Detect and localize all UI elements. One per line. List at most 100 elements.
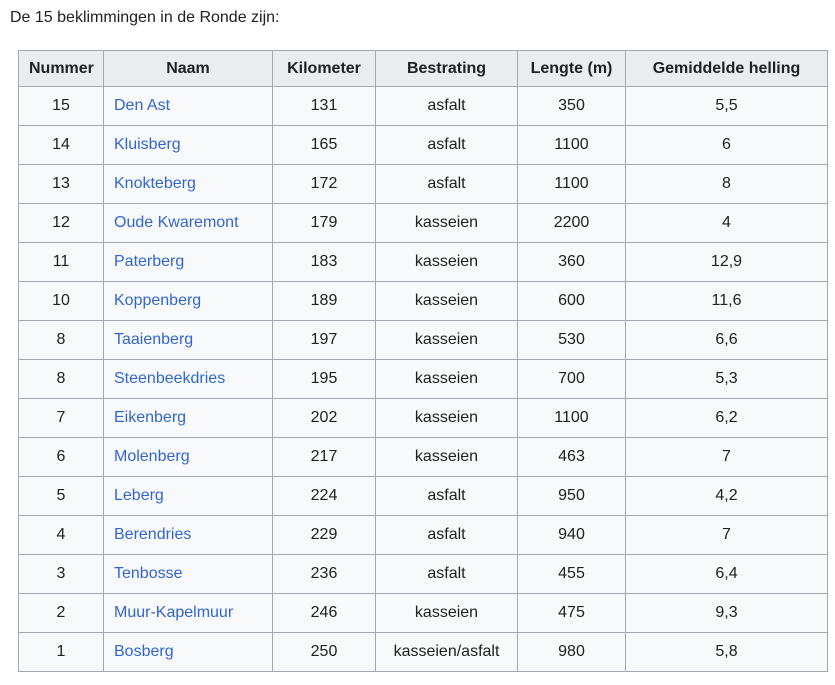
climb-link[interactable]: Steenbeekdries xyxy=(114,370,226,387)
climbs-table: Nummer Naam Kilometer Bestrating Lengte (m) G… xyxy=(18,50,828,672)
cell-kilometer: 165 xyxy=(272,125,376,165)
climb-link[interactable]: Taaienberg xyxy=(114,331,194,348)
cell-bestrating: kasseien xyxy=(375,281,518,321)
cell-nummer: 10 xyxy=(18,281,104,321)
table-row: 2 Muur-Kapelmuur 246 kasseien 475 9,3 xyxy=(18,593,828,633)
climb-link[interactable]: Knokteberg xyxy=(114,175,196,192)
cell-lengte: 455 xyxy=(517,554,626,594)
cell-lengte: 600 xyxy=(517,281,626,321)
cell-lengte: 350 xyxy=(517,86,626,126)
table-row: 12 Oude Kwaremont 179 kasseien 2200 4 xyxy=(18,203,828,243)
cell-helling: 7 xyxy=(625,437,828,477)
cell-kilometer: 189 xyxy=(272,281,376,321)
climb-link[interactable]: Paterberg xyxy=(114,253,185,270)
cell-kilometer: 197 xyxy=(272,320,376,360)
cell-naam: Berendries xyxy=(103,515,273,555)
cell-nummer: 13 xyxy=(18,164,104,204)
cell-lengte: 463 xyxy=(517,437,626,477)
cell-bestrating: kasseien xyxy=(375,398,518,438)
cell-nummer: 6 xyxy=(18,437,104,477)
cell-bestrating: kasseien xyxy=(375,359,518,399)
cell-helling: 7 xyxy=(625,515,828,555)
table-row: 5 Leberg 224 asfalt 950 4,2 xyxy=(18,476,828,516)
cell-bestrating: asfalt xyxy=(375,515,518,555)
cell-lengte: 940 xyxy=(517,515,626,555)
cell-helling: 5,3 xyxy=(625,359,828,399)
climb-link[interactable]: Leberg xyxy=(114,487,164,504)
cell-kilometer: 195 xyxy=(272,359,376,399)
cell-nummer: 8 xyxy=(18,359,104,399)
cell-helling: 4,2 xyxy=(625,476,828,516)
climb-link[interactable]: Molenberg xyxy=(114,448,190,465)
cell-helling: 5,8 xyxy=(625,632,828,672)
table-row: 8 Taaienberg 197 kasseien 530 6,6 xyxy=(18,320,828,360)
cell-naam: Leberg xyxy=(103,476,273,516)
cell-kilometer: 236 xyxy=(272,554,376,594)
cell-nummer: 14 xyxy=(18,125,104,165)
climb-link[interactable]: Bosberg xyxy=(114,643,174,660)
cell-helling: 9,3 xyxy=(625,593,828,633)
cell-naam: Paterberg xyxy=(103,242,273,282)
header-row: Nummer Naam Kilometer Bestrating Lengte (m) G… xyxy=(18,50,828,87)
cell-bestrating: kasseien xyxy=(375,320,518,360)
cell-kilometer: 179 xyxy=(272,203,376,243)
cell-nummer: 5 xyxy=(18,476,104,516)
cell-bestrating: asfalt xyxy=(375,125,518,165)
cell-bestrating: kasseien xyxy=(375,242,518,282)
cell-lengte: 700 xyxy=(517,359,626,399)
cell-nummer: 7 xyxy=(18,398,104,438)
cell-bestrating: asfalt xyxy=(375,554,518,594)
table-row: 7 Eikenberg 202 kasseien 1100 6,2 xyxy=(18,398,828,438)
climb-link[interactable]: Muur-Kapelmuur xyxy=(114,604,234,621)
cell-bestrating: asfalt xyxy=(375,164,518,204)
cell-nummer: 3 xyxy=(18,554,104,594)
table-row: 15 Den Ast 131 asfalt 350 5,5 xyxy=(18,86,828,126)
climb-link[interactable]: Berendries xyxy=(114,526,192,543)
cell-kilometer: 229 xyxy=(272,515,376,555)
cell-lengte: 360 xyxy=(517,242,626,282)
cell-kilometer: 183 xyxy=(272,242,376,282)
climb-link[interactable]: Tenbosse xyxy=(114,565,183,582)
cell-bestrating: asfalt xyxy=(375,476,518,516)
climb-link[interactable]: Kluisberg xyxy=(114,136,181,153)
column-header-nummer: Nummer xyxy=(18,50,104,87)
cell-helling: 6,6 xyxy=(625,320,828,360)
cell-naam: Tenbosse xyxy=(103,554,273,594)
cell-lengte: 980 xyxy=(517,632,626,672)
column-header-helling: Gemiddelde helling xyxy=(625,50,828,87)
cell-lengte: 2200 xyxy=(517,203,626,243)
table-row: 6 Molenberg 217 kasseien 463 7 xyxy=(18,437,828,477)
cell-lengte: 530 xyxy=(517,320,626,360)
climb-link[interactable]: Koppenberg xyxy=(114,292,202,309)
cell-helling: 5,5 xyxy=(625,86,828,126)
cell-lengte: 475 xyxy=(517,593,626,633)
climb-link[interactable]: Eikenberg xyxy=(114,409,187,426)
cell-lengte: 1100 xyxy=(517,398,626,438)
table-body: 15 Den Ast 131 asfalt 350 5,5 14 Kluisberg 165 as… xyxy=(18,86,828,672)
table-row: 1 Bosberg 250 kasseien/asfalt 980 5,8 xyxy=(18,632,828,672)
cell-kilometer: 217 xyxy=(272,437,376,477)
cell-lengte: 950 xyxy=(517,476,626,516)
cell-naam: Molenberg xyxy=(103,437,273,477)
cell-naam: Steenbeekdries xyxy=(103,359,273,399)
column-header-lengte: Lengte (m) xyxy=(517,50,626,87)
cell-naam: Oude Kwaremont xyxy=(103,203,273,243)
cell-kilometer: 246 xyxy=(272,593,376,633)
table-row: 3 Tenbosse 236 asfalt 455 6,4 xyxy=(18,554,828,594)
table-row: 11 Paterberg 183 kasseien 360 12,9 xyxy=(18,242,828,282)
cell-kilometer: 172 xyxy=(272,164,376,204)
cell-helling: 8 xyxy=(625,164,828,204)
cell-lengte: 1100 xyxy=(517,164,626,204)
cell-naam: Bosberg xyxy=(103,632,273,672)
cell-helling: 12,9 xyxy=(625,242,828,282)
cell-lengte: 1100 xyxy=(517,125,626,165)
climb-link[interactable]: Oude Kwaremont xyxy=(114,214,239,231)
cell-naam: Muur-Kapelmuur xyxy=(103,593,273,633)
table-row: 13 Knokteberg 172 asfalt 1100 8 xyxy=(18,164,828,204)
cell-nummer: 4 xyxy=(18,515,104,555)
column-header-bestrating: Bestrating xyxy=(375,50,518,87)
climb-link[interactable]: Den Ast xyxy=(114,97,171,114)
cell-kilometer: 202 xyxy=(272,398,376,438)
table-row: 14 Kluisberg 165 asfalt 1100 6 xyxy=(18,125,828,165)
cell-naam: Knokteberg xyxy=(103,164,273,204)
